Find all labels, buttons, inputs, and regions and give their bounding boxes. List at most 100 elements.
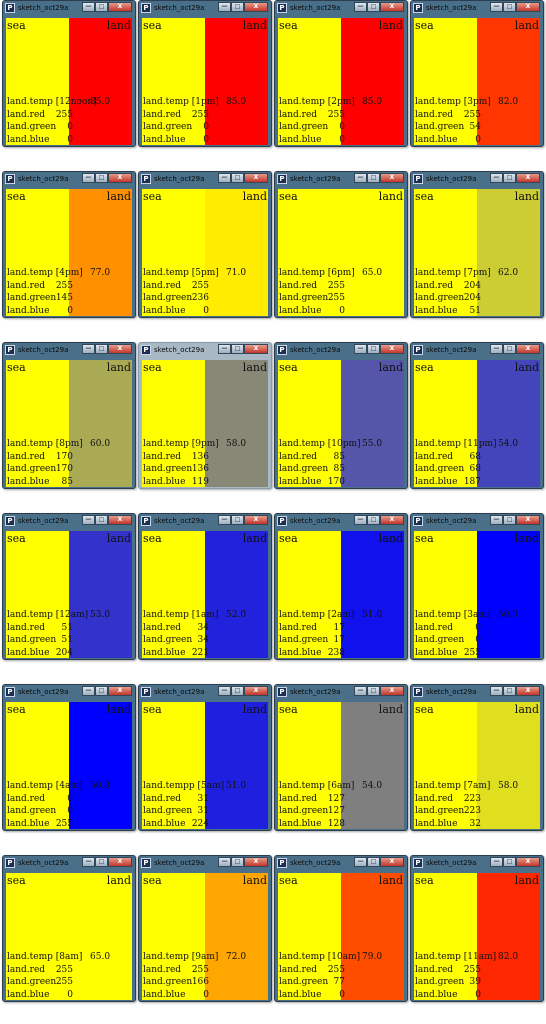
minimize-button[interactable]: — <box>490 515 503 525</box>
minimize-button[interactable]: — <box>218 344 231 354</box>
close-button[interactable]: X <box>244 344 268 354</box>
minimize-button[interactable]: — <box>354 686 367 696</box>
maximize-button[interactable]: □ <box>231 344 244 354</box>
close-button[interactable]: X <box>380 344 404 354</box>
maximize-button[interactable]: □ <box>503 857 516 867</box>
maximize-button[interactable]: □ <box>95 686 108 696</box>
minimize-button[interactable]: — <box>490 344 503 354</box>
sketch-canvas[interactable]: sea land land.temp [5pm] 71.0 land.red 255 lan… <box>142 189 268 316</box>
close-button[interactable]: X <box>108 857 132 867</box>
sketch-canvas[interactable]: sea land land.temp [11pm] 54.0 land.red 68 lan… <box>414 360 540 487</box>
sketch-canvas[interactable]: sea land land.temp [8am] 65.0 land.red 255 lan… <box>6 873 132 1000</box>
minimize-button[interactable]: — <box>490 173 503 183</box>
sketch-canvas[interactable]: sea land land.temp [12noon] 85.0 land.red 255… <box>6 18 132 145</box>
minimize-button[interactable]: — <box>490 686 503 696</box>
maximize-button[interactable]: □ <box>231 515 244 525</box>
maximize-button[interactable]: □ <box>231 857 244 867</box>
minimize-button[interactable]: — <box>354 173 367 183</box>
minimize-button[interactable]: — <box>82 344 95 354</box>
sketch-canvas[interactable]: sea land land.temp [2pm] 85.0 land.red 255 lan… <box>278 18 404 145</box>
minimize-button[interactable]: — <box>218 686 231 696</box>
minimize-button[interactable]: — <box>82 173 95 183</box>
maximize-button[interactable]: □ <box>367 515 380 525</box>
sketch-canvas[interactable]: sea land land.temp [12am] 53.0 land.red 51 lan… <box>6 531 132 658</box>
close-button[interactable]: X <box>380 2 404 12</box>
close-button[interactable]: X <box>108 2 132 12</box>
close-button[interactable]: X <box>108 686 132 696</box>
minimize-button[interactable]: — <box>354 344 367 354</box>
maximize-button[interactable]: □ <box>503 344 516 354</box>
maximize-button[interactable]: □ <box>95 173 108 183</box>
minimize-button[interactable]: — <box>82 686 95 696</box>
close-button[interactable]: X <box>108 344 132 354</box>
maximize-button[interactable]: □ <box>503 2 516 12</box>
minimize-button[interactable]: — <box>490 2 503 12</box>
close-button[interactable]: X <box>108 173 132 183</box>
close-button[interactable]: X <box>244 686 268 696</box>
sketch-canvas[interactable]: sea land land.temp [9pm] 58.0 land.red 136 lan… <box>142 360 268 487</box>
sketch-canvas[interactable]: sea land land.temp [7am] 58.0 land.red 223 lan… <box>414 702 540 829</box>
close-button[interactable]: X <box>244 173 268 183</box>
close-button[interactable]: X <box>516 173 540 183</box>
maximize-button[interactable]: □ <box>95 2 108 12</box>
maximize-button[interactable]: □ <box>503 686 516 696</box>
close-button[interactable]: X <box>516 686 540 696</box>
close-button[interactable]: X <box>516 857 540 867</box>
sketch-canvas[interactable]: sea land land.temp [9am] 72.0 land.red 255 lan… <box>142 873 268 1000</box>
minimize-button[interactable]: — <box>354 515 367 525</box>
minimize-button[interactable]: — <box>82 515 95 525</box>
maximize-button[interactable]: □ <box>367 686 380 696</box>
close-button[interactable]: X <box>244 857 268 867</box>
sketch-canvas[interactable]: sea land land.temp [11am] 82.0 land.red 255 la… <box>414 873 540 1000</box>
sketch-canvas[interactable]: sea land land.temp [4pm] 77.0 land.red 255 lan… <box>6 189 132 316</box>
minimize-button[interactable]: — <box>490 857 503 867</box>
close-button[interactable]: X <box>244 2 268 12</box>
minimize-button[interactable]: — <box>218 2 231 12</box>
maximize-button[interactable]: □ <box>503 515 516 525</box>
close-button[interactable]: X <box>108 515 132 525</box>
close-button[interactable]: X <box>516 515 540 525</box>
maximize-button[interactable]: □ <box>231 2 244 12</box>
close-button[interactable]: X <box>380 857 404 867</box>
close-button[interactable]: X <box>244 515 268 525</box>
sketch-canvas[interactable]: sea land land.tempp [5am] 51.0 land.red 31 lan… <box>142 702 268 829</box>
minimize-button[interactable]: — <box>218 515 231 525</box>
minimize-button[interactable]: — <box>218 857 231 867</box>
maximize-button[interactable]: □ <box>503 173 516 183</box>
minimize-button[interactable]: — <box>82 857 95 867</box>
minimize-button[interactable]: — <box>354 2 367 12</box>
minimize-button[interactable]: — <box>354 857 367 867</box>
sketch-canvas[interactable]: sea land land.temp [3am] 50.0 land.red 0 land.… <box>414 531 540 658</box>
maximize-button[interactable]: □ <box>95 344 108 354</box>
